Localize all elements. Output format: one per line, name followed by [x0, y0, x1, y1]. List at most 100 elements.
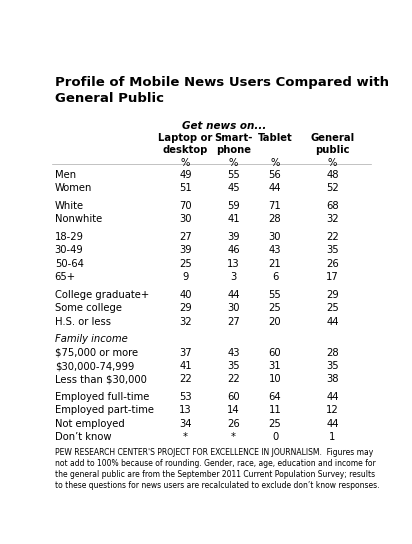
Text: 22: 22 [227, 374, 240, 385]
Text: %: % [229, 158, 238, 168]
Text: %: % [270, 158, 280, 168]
Text: 45: 45 [227, 183, 240, 194]
Text: Men: Men [55, 170, 76, 180]
Text: 44: 44 [227, 290, 240, 300]
Text: 31: 31 [269, 361, 281, 371]
Text: 32: 32 [326, 214, 339, 225]
Text: 9: 9 [183, 272, 189, 282]
Text: 39: 39 [179, 245, 192, 255]
Text: 41: 41 [179, 361, 192, 371]
Text: 32: 32 [179, 317, 192, 326]
Text: 60: 60 [227, 392, 240, 402]
Text: 25: 25 [326, 303, 339, 313]
Text: 25: 25 [179, 259, 192, 269]
Text: 43: 43 [269, 245, 281, 255]
Text: 12: 12 [326, 405, 339, 416]
Text: 70: 70 [179, 201, 192, 211]
Text: 43: 43 [227, 348, 240, 357]
Text: 55: 55 [269, 290, 281, 300]
Text: %: % [328, 158, 337, 168]
Text: $75,000 or more: $75,000 or more [55, 348, 138, 357]
Text: $30,000-74,999: $30,000-74,999 [55, 361, 134, 371]
Text: 44: 44 [326, 419, 339, 429]
Text: 26: 26 [326, 259, 339, 269]
Text: 44: 44 [269, 183, 281, 194]
Text: Don’t know: Don’t know [55, 432, 111, 442]
Text: 22: 22 [179, 374, 192, 385]
Text: Employed part-time: Employed part-time [55, 405, 154, 416]
Text: 65+: 65+ [55, 272, 76, 282]
Text: 30: 30 [269, 232, 281, 242]
Text: 56: 56 [269, 170, 281, 180]
Text: 26: 26 [227, 419, 240, 429]
Text: 10: 10 [269, 374, 281, 385]
Text: 48: 48 [326, 170, 339, 180]
Text: 35: 35 [326, 245, 339, 255]
Text: 27: 27 [179, 232, 192, 242]
Text: 25: 25 [269, 303, 281, 313]
Text: 39: 39 [227, 232, 240, 242]
Text: 27: 27 [227, 317, 240, 326]
Text: 20: 20 [269, 317, 281, 326]
Text: 1: 1 [329, 432, 336, 442]
Text: 68: 68 [326, 201, 339, 211]
Text: 53: 53 [179, 392, 192, 402]
Text: 40: 40 [179, 290, 192, 300]
Text: Smart-
phone: Smart- phone [214, 133, 253, 154]
Text: 44: 44 [326, 392, 339, 402]
Text: 14: 14 [227, 405, 240, 416]
Text: 28: 28 [269, 214, 281, 225]
Text: 49: 49 [179, 170, 192, 180]
Text: 44: 44 [326, 317, 339, 326]
Text: 34: 34 [179, 419, 192, 429]
Text: 29: 29 [326, 290, 339, 300]
Text: Not employed: Not employed [55, 419, 124, 429]
Text: 35: 35 [227, 361, 240, 371]
Text: H.S. or less: H.S. or less [55, 317, 111, 326]
Text: Some college: Some college [55, 303, 122, 313]
Text: 29: 29 [179, 303, 192, 313]
Text: 22: 22 [326, 232, 339, 242]
Text: 30-49: 30-49 [55, 245, 84, 255]
Text: 30: 30 [179, 214, 192, 225]
Text: PEW RESEARCH CENTER'S PROJECT FOR EXCELLENCE IN JOURNALISM.  Figures may
not add: PEW RESEARCH CENTER'S PROJECT FOR EXCELL… [55, 448, 379, 490]
Text: 64: 64 [269, 392, 281, 402]
Text: Women: Women [55, 183, 92, 194]
Text: Less than $30,000: Less than $30,000 [55, 374, 147, 385]
Text: 37: 37 [179, 348, 192, 357]
Text: White: White [55, 201, 84, 211]
Text: General
public: General public [310, 133, 355, 154]
Text: 50-64: 50-64 [55, 259, 84, 269]
Text: %: % [181, 158, 190, 168]
Text: 46: 46 [227, 245, 240, 255]
Text: Tablet: Tablet [258, 133, 293, 143]
Text: 18-29: 18-29 [55, 232, 84, 242]
Text: 52: 52 [326, 183, 339, 194]
Text: 13: 13 [227, 259, 240, 269]
Text: 35: 35 [326, 361, 339, 371]
Text: 59: 59 [227, 201, 240, 211]
Text: 21: 21 [269, 259, 281, 269]
Text: 38: 38 [326, 374, 339, 385]
Text: Get news on...: Get news on... [182, 121, 266, 131]
Text: 25: 25 [269, 419, 281, 429]
Text: 30: 30 [227, 303, 240, 313]
Text: 41: 41 [227, 214, 240, 225]
Text: Profile of Mobile News Users Compared with
General Public: Profile of Mobile News Users Compared wi… [55, 76, 389, 105]
Text: 6: 6 [272, 272, 278, 282]
Text: 28: 28 [326, 348, 339, 357]
Text: 11: 11 [269, 405, 281, 416]
Text: 0: 0 [272, 432, 278, 442]
Text: Family income: Family income [55, 334, 127, 344]
Text: 55: 55 [227, 170, 240, 180]
Text: 71: 71 [269, 201, 281, 211]
Text: Laptop or
desktop: Laptop or desktop [159, 133, 213, 154]
Text: 60: 60 [269, 348, 281, 357]
Text: College graduate+: College graduate+ [55, 290, 149, 300]
Text: Employed full-time: Employed full-time [55, 392, 149, 402]
Text: Nonwhite: Nonwhite [55, 214, 102, 225]
Text: *: * [231, 432, 236, 442]
Text: 13: 13 [179, 405, 192, 416]
Text: 51: 51 [179, 183, 192, 194]
Text: *: * [183, 432, 188, 442]
